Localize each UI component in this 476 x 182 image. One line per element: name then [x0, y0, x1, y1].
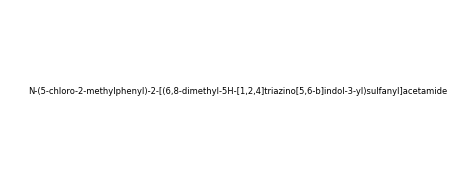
Text: N-(5-chloro-2-methylphenyl)-2-[(6,8-dimethyl-5H-[1,2,4]triazino[5,6-b]indol-3-yl: N-(5-chloro-2-methylphenyl)-2-[(6,8-dime… — [29, 86, 447, 96]
